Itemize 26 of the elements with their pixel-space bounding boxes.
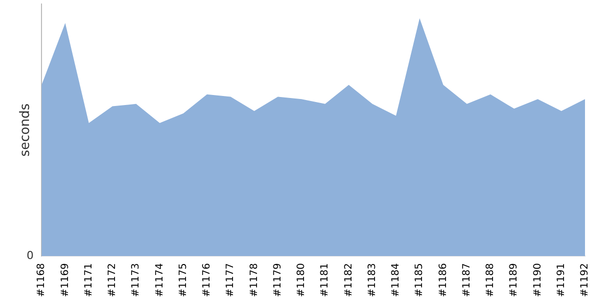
x-tick-label: #1181 (320, 263, 331, 297)
x-tick-label: #1185 (414, 263, 426, 297)
x-tick-label: #1187 (461, 263, 472, 297)
x-tick-label: #1171 (83, 263, 94, 297)
x-tick-label: #1169 (60, 263, 71, 297)
x-tick-label: #1186 (438, 263, 449, 297)
text: 0 (26, 249, 34, 262)
x-tick-label: #1175 (178, 263, 189, 297)
x-tick-label: #1179 (272, 263, 284, 297)
x-tick-label: #1183 (366, 263, 378, 297)
x-tick-label: #1172 (107, 263, 118, 297)
x-tick-label: #1188 (485, 263, 496, 297)
x-tick-label: #1180 (296, 263, 308, 297)
x-tick-label: #1177 (225, 263, 236, 297)
x-tick-label: #1190 (532, 263, 544, 297)
x-tick-label: #1182 (343, 263, 354, 297)
x-tick-label: #1176 (202, 263, 213, 297)
x-tick-label: #1178 (248, 263, 260, 297)
x-tick-label: #1184 (390, 263, 402, 297)
x-tick-label: #1174 (154, 263, 166, 297)
x-tick-label: #1191 (556, 263, 567, 297)
x-tick-label: #1168 (36, 263, 48, 297)
x-tick-label: #1189 (508, 263, 520, 297)
x-tick-label: #1173 (130, 263, 142, 297)
x-tick-label: #1192 (580, 263, 591, 297)
y-axis-title: seconds (18, 103, 34, 157)
